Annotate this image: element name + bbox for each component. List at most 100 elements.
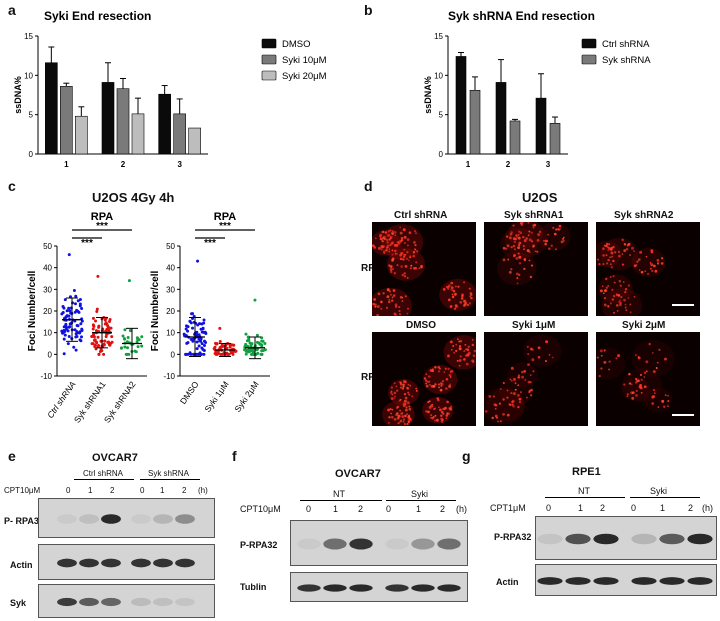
foci: [459, 339, 463, 343]
blot-f-tublin: [290, 572, 468, 602]
foci: [615, 357, 618, 360]
foci: [527, 380, 531, 384]
foci: [655, 366, 658, 369]
foci: [507, 258, 510, 261]
foci: [386, 246, 389, 249]
foci: [403, 400, 406, 403]
foci: [414, 243, 417, 247]
data-point: [69, 311, 73, 315]
data-point: [92, 338, 96, 342]
foci: [404, 295, 407, 298]
foci: [391, 259, 394, 262]
chart-title: RPA: [91, 211, 113, 223]
blot-band: [385, 538, 409, 550]
foci: [454, 285, 457, 288]
foci: [454, 292, 457, 296]
foci: [391, 296, 394, 299]
g-lane: 1: [660, 503, 666, 513]
y-tick-label: 40: [43, 264, 52, 273]
foci: [450, 286, 454, 289]
x-tick-label: 2: [506, 160, 511, 169]
foci: [415, 232, 417, 235]
foci: [519, 231, 523, 235]
legend-swatch: [581, 38, 597, 49]
foci: [598, 262, 601, 266]
foci: [639, 384, 643, 387]
y-tick-label: 10: [24, 71, 33, 80]
foci: [463, 304, 466, 307]
foci: [644, 270, 647, 273]
foci: [399, 420, 402, 423]
foci: [402, 385, 405, 388]
micrograph-syki-2um: [596, 332, 700, 426]
foci: [643, 376, 646, 378]
foci: [599, 349, 603, 353]
foci: [399, 313, 401, 316]
foci: [627, 242, 631, 246]
data-point: [125, 340, 129, 344]
e-lane: 1: [88, 486, 93, 495]
cell-nucleus: [621, 368, 662, 403]
foci: [658, 348, 661, 351]
data-point: [100, 349, 104, 353]
data-point: [198, 351, 202, 355]
foci: [613, 311, 615, 314]
foci: [396, 412, 399, 415]
blot-band: [175, 597, 195, 607]
foci: [510, 379, 513, 382]
data-point: [124, 352, 128, 356]
e-row-actin: Actin: [10, 560, 33, 570]
y-tick-label: 30: [166, 285, 175, 294]
cell-nucleus: [484, 387, 526, 425]
significance-stars: ***: [219, 221, 231, 232]
foci: [397, 414, 401, 418]
foci: [640, 391, 643, 394]
foci: [643, 371, 647, 374]
bar: [495, 82, 507, 155]
data-point: [104, 335, 108, 339]
data-point: [63, 329, 67, 333]
foci: [450, 281, 454, 285]
foci: [457, 338, 459, 340]
foci: [608, 243, 611, 246]
foci: [635, 354, 637, 356]
data-point: [72, 289, 76, 293]
foci: [499, 420, 502, 423]
data-point: [78, 330, 82, 334]
foci: [558, 224, 562, 228]
blot-band: [593, 533, 619, 545]
foci: [447, 367, 450, 371]
foci: [408, 393, 411, 396]
e-lane: 1: [160, 486, 165, 495]
foci: [406, 251, 409, 254]
g-lane: 2: [688, 503, 694, 513]
foci: [512, 224, 515, 227]
foci: [498, 402, 501, 405]
f-lane: 1: [416, 504, 422, 514]
data-point: [243, 344, 247, 348]
e-unit: (h): [198, 486, 208, 495]
foci: [404, 414, 407, 418]
foci: [517, 236, 521, 240]
panel-f-title: OVCAR7: [335, 468, 381, 480]
foci: [624, 288, 628, 291]
foci: [650, 263, 654, 267]
foci: [445, 387, 448, 390]
blot-band: [437, 584, 461, 592]
foci: [531, 240, 533, 243]
foci: [530, 394, 533, 397]
data-point: [63, 298, 67, 302]
foci: [631, 396, 635, 400]
foci: [639, 386, 643, 390]
blot-band: [323, 584, 347, 592]
foci: [395, 385, 398, 388]
foci: [617, 354, 621, 358]
x-tick-label: 1: [466, 160, 471, 169]
foci: [633, 264, 637, 268]
significance-stars: ***: [204, 238, 216, 249]
y-axis-label: ssDNA%: [13, 76, 23, 114]
foci: [446, 285, 449, 289]
data-point: [189, 321, 193, 325]
foci: [406, 238, 410, 241]
foci: [664, 394, 667, 397]
